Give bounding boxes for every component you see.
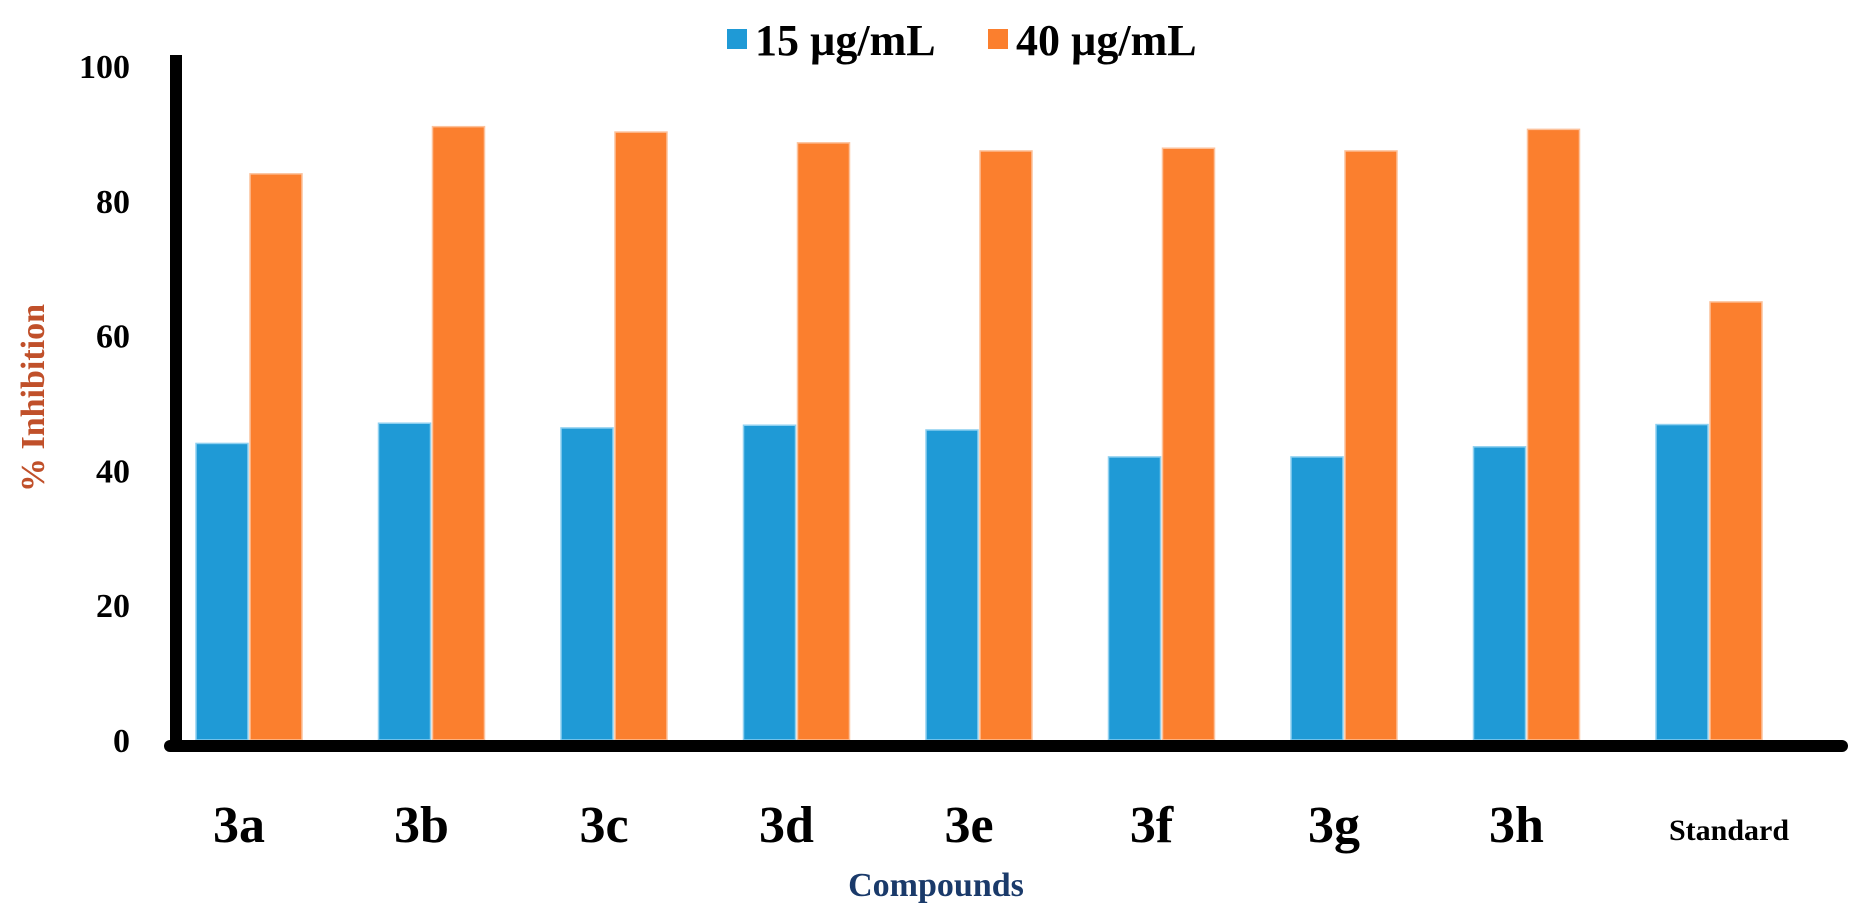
y-tick-100: 100: [79, 49, 130, 86]
bar-3h-40: [1526, 128, 1581, 741]
legend-label-40: 40 µg/mL: [1016, 16, 1197, 65]
legend-swatch-40: [988, 29, 1008, 49]
bars-group: [195, 125, 1763, 741]
bar-3c-15: [560, 427, 614, 741]
bar-3g-40: [1344, 150, 1398, 741]
x-tick-3h: 3h: [1489, 797, 1544, 854]
x-tick-standard: Standard: [1669, 814, 1789, 847]
bar-3e-40: [979, 150, 1033, 741]
bar-3f-40: [1161, 147, 1216, 741]
y-axis-label: % Inhibition: [15, 304, 52, 492]
y-tick-0: 0: [113, 723, 130, 760]
bar-3b-15: [377, 422, 432, 741]
bar-standard-15: [1655, 423, 1709, 741]
y-tick-80: 80: [96, 184, 130, 221]
bar-3g-15: [1290, 456, 1344, 741]
legend: 15 µg/mL 40 µg/mL: [727, 16, 1197, 65]
bar-3c-40: [614, 131, 668, 741]
bar-3d-40: [796, 142, 851, 741]
bar-3a-15: [195, 442, 249, 741]
y-tick-60: 60: [96, 319, 130, 356]
x-tick-3e: 3e: [944, 797, 993, 854]
x-tick-3a: 3a: [213, 797, 265, 854]
bar-standard-40: [1709, 301, 1763, 741]
x-tick-3c: 3c: [579, 797, 628, 854]
x-tick-3f: 3f: [1130, 797, 1174, 854]
x-axis-label: Compounds: [848, 867, 1024, 904]
bar-3a-40: [249, 173, 303, 741]
x-tick-3d: 3d: [759, 797, 814, 854]
bar-3e-15: [925, 429, 979, 741]
y-tick-labels: 0 20 40 60 80 100: [79, 49, 130, 760]
bar-3d-15: [742, 424, 797, 741]
x-tick-3b: 3b: [394, 797, 449, 854]
x-tick-labels: 3a 3b 3c 3d 3e 3f 3g 3h Standard: [213, 797, 1789, 854]
y-tick-40: 40: [96, 453, 130, 490]
legend-swatch-15: [727, 29, 747, 49]
bar-3h-15: [1472, 446, 1527, 741]
bar-3f-15: [1107, 456, 1162, 741]
legend-label-15: 15 µg/mL: [755, 16, 936, 65]
bar-3b-40: [431, 125, 486, 741]
y-tick-20: 20: [96, 588, 130, 625]
x-tick-3g: 3g: [1308, 797, 1360, 854]
